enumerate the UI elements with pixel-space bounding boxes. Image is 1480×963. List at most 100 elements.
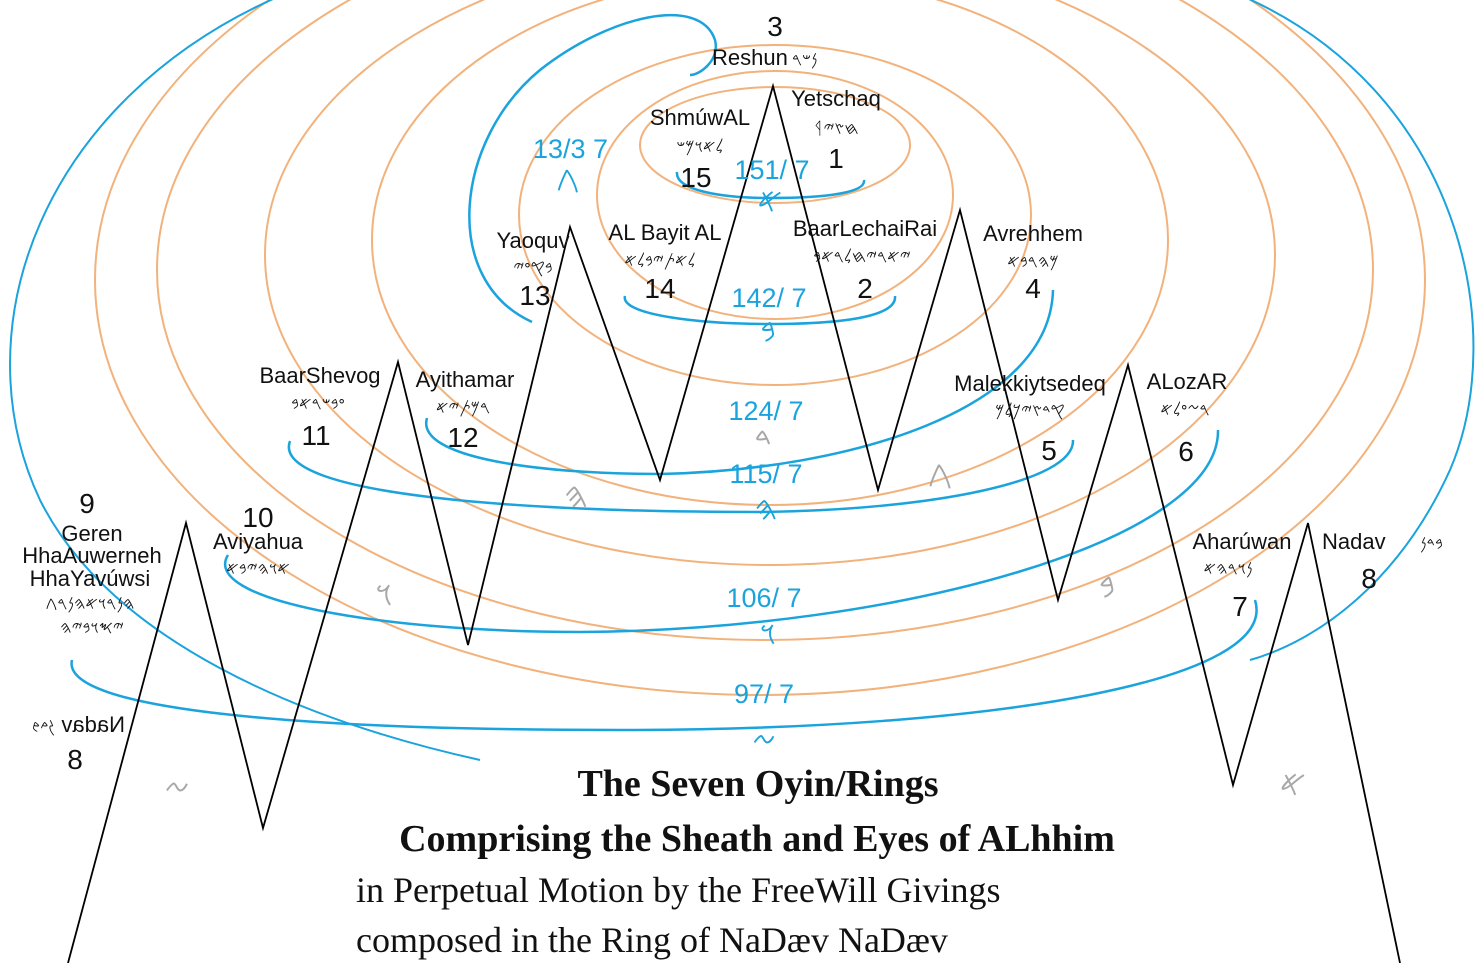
node-1-name: Yetschaq [791,86,881,111]
node-5: Malekkiytsedeq 𐤒𐤃𐤑𐤉𐤊𐤋𐤌 5 [954,371,1106,466]
node-9-line1: Geren [61,521,122,546]
node-15-name: ShmúwAL [650,105,750,130]
node-12-glyphs: 𐤓𐤌𐤕𐤉𐤀 [436,398,490,418]
ratio-106: 106/ 7 [726,583,801,613]
arc-142 [623,295,897,326]
arc-106 [224,429,1220,634]
node-4-name: Avrehhem [983,221,1083,246]
node-14: AL Bayit AL 𐤋𐤀𐤕𐤉𐤁𐤋𐤀 14 [609,220,722,304]
node-3-name: Reshun [712,45,788,70]
node-9-number: 9 [79,488,95,519]
node-4-number: 4 [1025,273,1041,304]
node-1: Yetschaq ᛩ𐤇𐤑𐤉 1 [791,86,881,174]
ratio-151: 151/ 7 [734,155,809,185]
gray-glyph-1: 𐤆 [164,772,190,813]
node-5-number: 5 [1041,435,1057,466]
node-10-name: Aviyahua [213,529,304,554]
title-line-3: in Perpetual Motion by the FreeWill Givi… [356,870,1000,910]
node-7-name: Aharúwan [1192,529,1291,554]
ratio-142-glyph: 𐤁 [760,311,776,351]
node-6-name: ALozAR [1147,369,1228,394]
node-3-number: 3 [767,11,783,42]
node-15-glyphs: 𐤋𐤀𐤅𐤌𐤔 [676,137,723,157]
arc-97 [70,599,1258,732]
ratio-97-glyph: 𐤆 [752,724,776,764]
ratio-13-3: 13/3 7 [533,134,608,164]
ratio-124: 124/ 7 [728,396,803,426]
node-8b-glyphs: 𐤁𐤃𐤍 [32,717,55,737]
node-4-glyphs: 𐤌𐤄𐤓𐤁𐤀 [1007,252,1058,272]
blue-arcs [70,13,1258,732]
node-6-glyphs: 𐤓𐤆𐤏𐤋𐤀 [1160,400,1209,420]
node-7: Aharúwan 𐤍𐤅𐤓𐤄𐤀 7 [1192,529,1291,622]
node-10-glyphs: 𐤀𐤅𐤄𐤉𐤁𐤀 [226,559,290,579]
node-6-number: 6 [1178,436,1194,467]
arc-top-spiral [468,13,718,324]
node-12: Ayithamar 𐤓𐤌𐤕𐤉𐤀 12 [416,367,515,453]
gray-glyph-2: 𐤅 [375,574,393,615]
gray-glyph-6: 𐤁 [1099,566,1116,607]
node-12-name: Ayithamar [416,367,515,392]
node-13-name: Yaoquv [497,228,570,253]
ring-6 [156,0,1374,641]
ratio-labels: 13/3 7 𐤂 151/ 7 𐤀 142/ 7 𐤁 124/ 7 𐤃 115/… [533,134,810,764]
gray-glyphs: 𐤆 𐤅 𐤄 𐤂 𐤁 𐤀 [164,454,1306,813]
title-line-4: composed in the Ring of NaDæv NaDæv [356,920,948,960]
node-8-number: 8 [1361,563,1377,594]
title-line-2: Comprising the Sheath and Eyes of ALhhim [399,818,1115,860]
ring-5 [264,0,1276,566]
node-2-name: BaarLechaiRai [793,216,937,241]
ratio-97: 97/ 7 [734,679,794,709]
node-11-glyphs: 𐤏𐤁𐤔𐤓𐤀𐤁 [291,394,345,414]
ratio-124-glyph: 𐤃 [754,420,772,461]
node-15: ShmúwAL 𐤋𐤀𐤅𐤌𐤔 15 [650,105,750,193]
node-6: ALozAR 𐤓𐤆𐤏𐤋𐤀 6 [1147,369,1228,467]
ratio-13-3-glyph: 𐤂 [556,159,580,199]
node-12-number: 12 [447,422,478,453]
node-11-name: BaarShevog [259,363,380,388]
node-10-number: 10 [242,502,273,533]
gray-glyph-5: 𐤂 [927,454,952,495]
node-10: 10 Aviyahua 𐤀𐤅𐤄𐤉𐤁𐤀 [213,502,304,579]
node-8-name: Nadav [1322,529,1386,554]
node-4: Avrehhem 𐤌𐤄𐤓𐤁𐤀 4 [983,221,1083,304]
ring-3 [518,44,1032,386]
node-5-name: Malekkiytsedeq [954,371,1106,396]
arc-151 [675,171,866,200]
node-3-glyphs: 𐤍𐤔𐤓 [792,50,817,70]
ring-2 [596,70,954,320]
node-7-glyphs: 𐤍𐤅𐤓𐤄𐤀 [1203,559,1252,579]
node-9-line2: HhaAuwerneh [22,543,161,568]
node-9-glyphs-1: 𐤄𐤍𐤓𐤅𐤀𐤄𐤍𐤓𐤂 [46,594,135,614]
ring-7 [94,0,1426,696]
node-8: Nadav 𐤁𐤃𐤍 8 [1322,529,1443,594]
ratio-115: 115/ 7 [729,459,802,489]
ratio-115-glyph: 𐤄 [755,489,778,529]
orange-rings [94,0,1426,696]
node-14-name: AL Bayit AL [609,220,722,245]
node-3: 3 Reshun 𐤍𐤔𐤓 [712,11,817,70]
node-11: BaarShevog 𐤏𐤁𐤔𐤓𐤀𐤁 11 [259,363,380,451]
ratio-151-glyph: 𐤀 [757,181,782,221]
title-block: The Seven Oyin/Rings Comprising the Shea… [356,763,1115,960]
node-8-glyphs: 𐤁𐤃𐤍 [1420,534,1443,554]
arc-124 [425,289,1055,476]
node-14-number: 14 [644,273,675,304]
node-5-glyphs: 𐤒𐤃𐤑𐤉𐤊𐤋𐤌 [995,401,1064,421]
node-14-glyphs: 𐤋𐤀𐤕𐤉𐤁𐤋𐤀 [624,251,695,271]
node-9-glyphs-2: 𐤉𐤎𐤅𐤁𐤉𐤄 [60,618,124,638]
ring-1 [639,86,911,204]
zigzag-path [67,82,1401,963]
node-8-mirrored: Nadav 𐤁𐤃𐤍 8 [32,712,125,775]
node-13-glyphs: 𐤁𐤒𐤏𐤉 [513,258,552,278]
node-9-line3: HhaYavúwsi [30,566,151,591]
arc-115 [287,439,1075,514]
node-13-number: 13 [519,280,550,311]
node-8b-name: Nadav [61,712,125,737]
ratio-142: 142/ 7 [731,283,806,313]
node-2: BaarLechaiRai 𐤉𐤀𐤓𐤉𐤇𐤋𐤓𐤀𐤁 2 [793,216,937,304]
node-11-number: 11 [301,420,330,451]
title-line-1: The Seven Oyin/Rings [577,763,938,805]
